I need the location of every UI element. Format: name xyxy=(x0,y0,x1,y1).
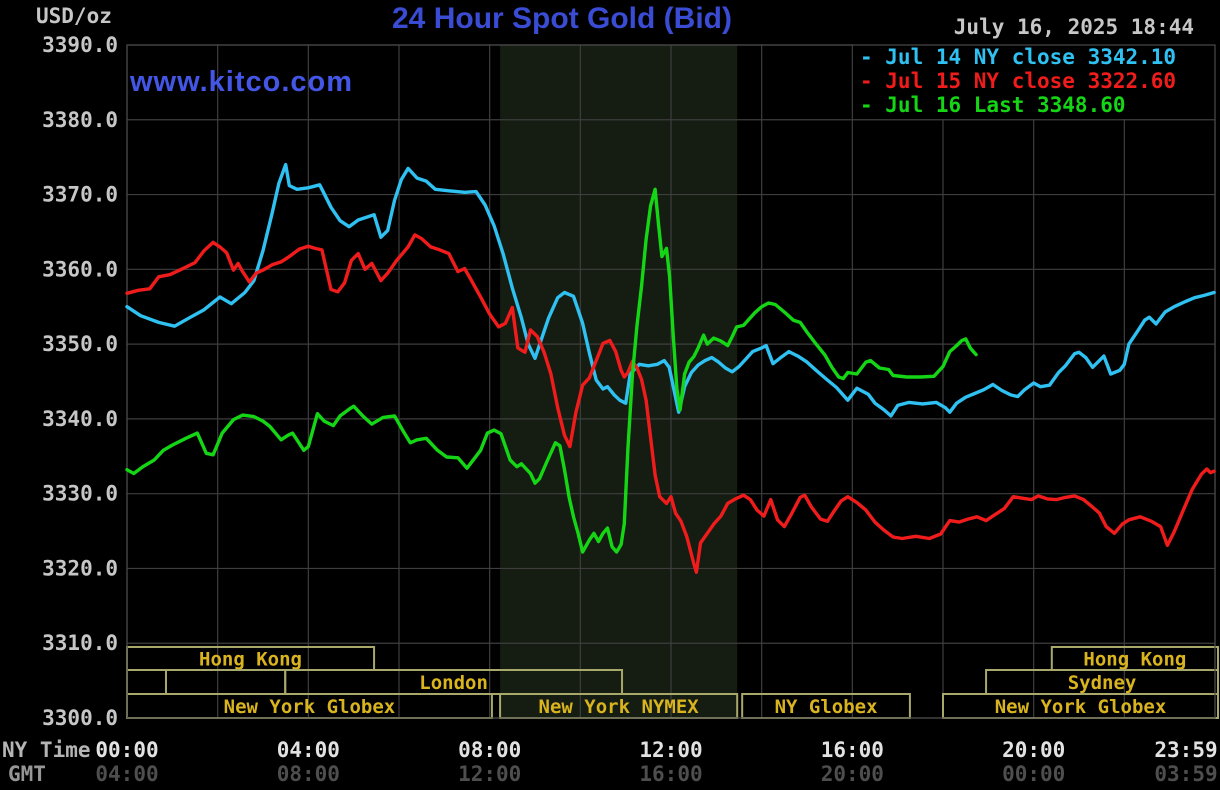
session-label: Hong Kong xyxy=(1083,649,1186,671)
x-tick-ny-08:00: 08:00 xyxy=(458,738,521,762)
y-tick-label: 3320.0 xyxy=(42,556,118,580)
x-tick-ny-23:59: 23:59 xyxy=(1154,738,1217,762)
page-title: 24 Hour Spot Gold (Bid) xyxy=(392,2,732,35)
session-label: Sydney xyxy=(1068,672,1137,694)
legend-item-jul16: - Jul 16 Last 3348.60 xyxy=(860,93,1126,117)
nymex-session-band xyxy=(500,45,738,718)
y-tick-label: 3300.0 xyxy=(42,706,118,730)
y-tick-label: 3330.0 xyxy=(42,482,118,506)
y-axis-unit-label: USD/oz xyxy=(36,4,112,28)
plot-border xyxy=(126,44,1216,719)
x-tick-gmt-00:00: 00:00 xyxy=(1002,762,1065,786)
y-tick-label: 3350.0 xyxy=(42,332,118,356)
session-label: New York Globex xyxy=(995,696,1167,718)
x-tick-ny-20:00: 20:00 xyxy=(1002,738,1065,762)
kitco-watermark: www.kitco.com xyxy=(130,66,354,98)
x-tick-gmt-03:59: 03:59 xyxy=(1154,762,1217,786)
x-tick-ny-04:00: 04:00 xyxy=(277,738,340,762)
session-box-unlabeled xyxy=(126,669,167,695)
series-jul16-line xyxy=(125,187,978,554)
legend: - Jul 14 NY close 3342.10 - Jul 15 NY cl… xyxy=(860,45,1176,117)
legend-item-jul14: - Jul 14 NY close 3342.10 xyxy=(860,45,1177,69)
x-tick-ny-16:00: 16:00 xyxy=(821,738,884,762)
x-tick-ny-00:00: 00:00 xyxy=(95,738,158,762)
x-tick-gmt-08:00: 08:00 xyxy=(277,762,340,786)
x-tick-gmt-04:00: 04:00 xyxy=(95,762,158,786)
y-tick-label: 3310.0 xyxy=(42,631,118,655)
series-jul15-line xyxy=(125,233,1216,574)
legend-item-jul15: - Jul 15 NY close 3322.60 xyxy=(860,69,1177,93)
x-tick-gmt-12:00: 12:00 xyxy=(458,762,521,786)
session-label: New York Globex xyxy=(224,696,396,718)
session-label: New York NYMEX xyxy=(539,696,700,718)
x-axis-ny-time-header: NY Time xyxy=(2,738,91,762)
session-label: Hong Kong xyxy=(199,649,302,671)
session-label: NY Globex xyxy=(775,696,878,718)
x-tick-ny-12:00: 12:00 xyxy=(639,738,702,762)
x-tick-gmt-16:00: 16:00 xyxy=(639,762,702,786)
series-jul14-line xyxy=(125,162,1216,418)
y-tick-label: 3390.0 xyxy=(42,33,118,57)
x-tick-gmt-20:00: 20:00 xyxy=(821,762,884,786)
y-tick-label: 3360.0 xyxy=(42,257,118,281)
y-tick-label: 3380.0 xyxy=(42,108,118,132)
session-box-unlabeled xyxy=(164,669,287,695)
session-label: London xyxy=(419,672,488,694)
chart-datetime: July 16, 2025 18:44 xyxy=(953,15,1194,39)
y-tick-label: 3370.0 xyxy=(42,183,118,207)
x-axis-gmt-header: GMT xyxy=(8,762,46,786)
legend-backing xyxy=(853,42,1218,119)
y-tick-label: 3340.0 xyxy=(42,407,118,431)
